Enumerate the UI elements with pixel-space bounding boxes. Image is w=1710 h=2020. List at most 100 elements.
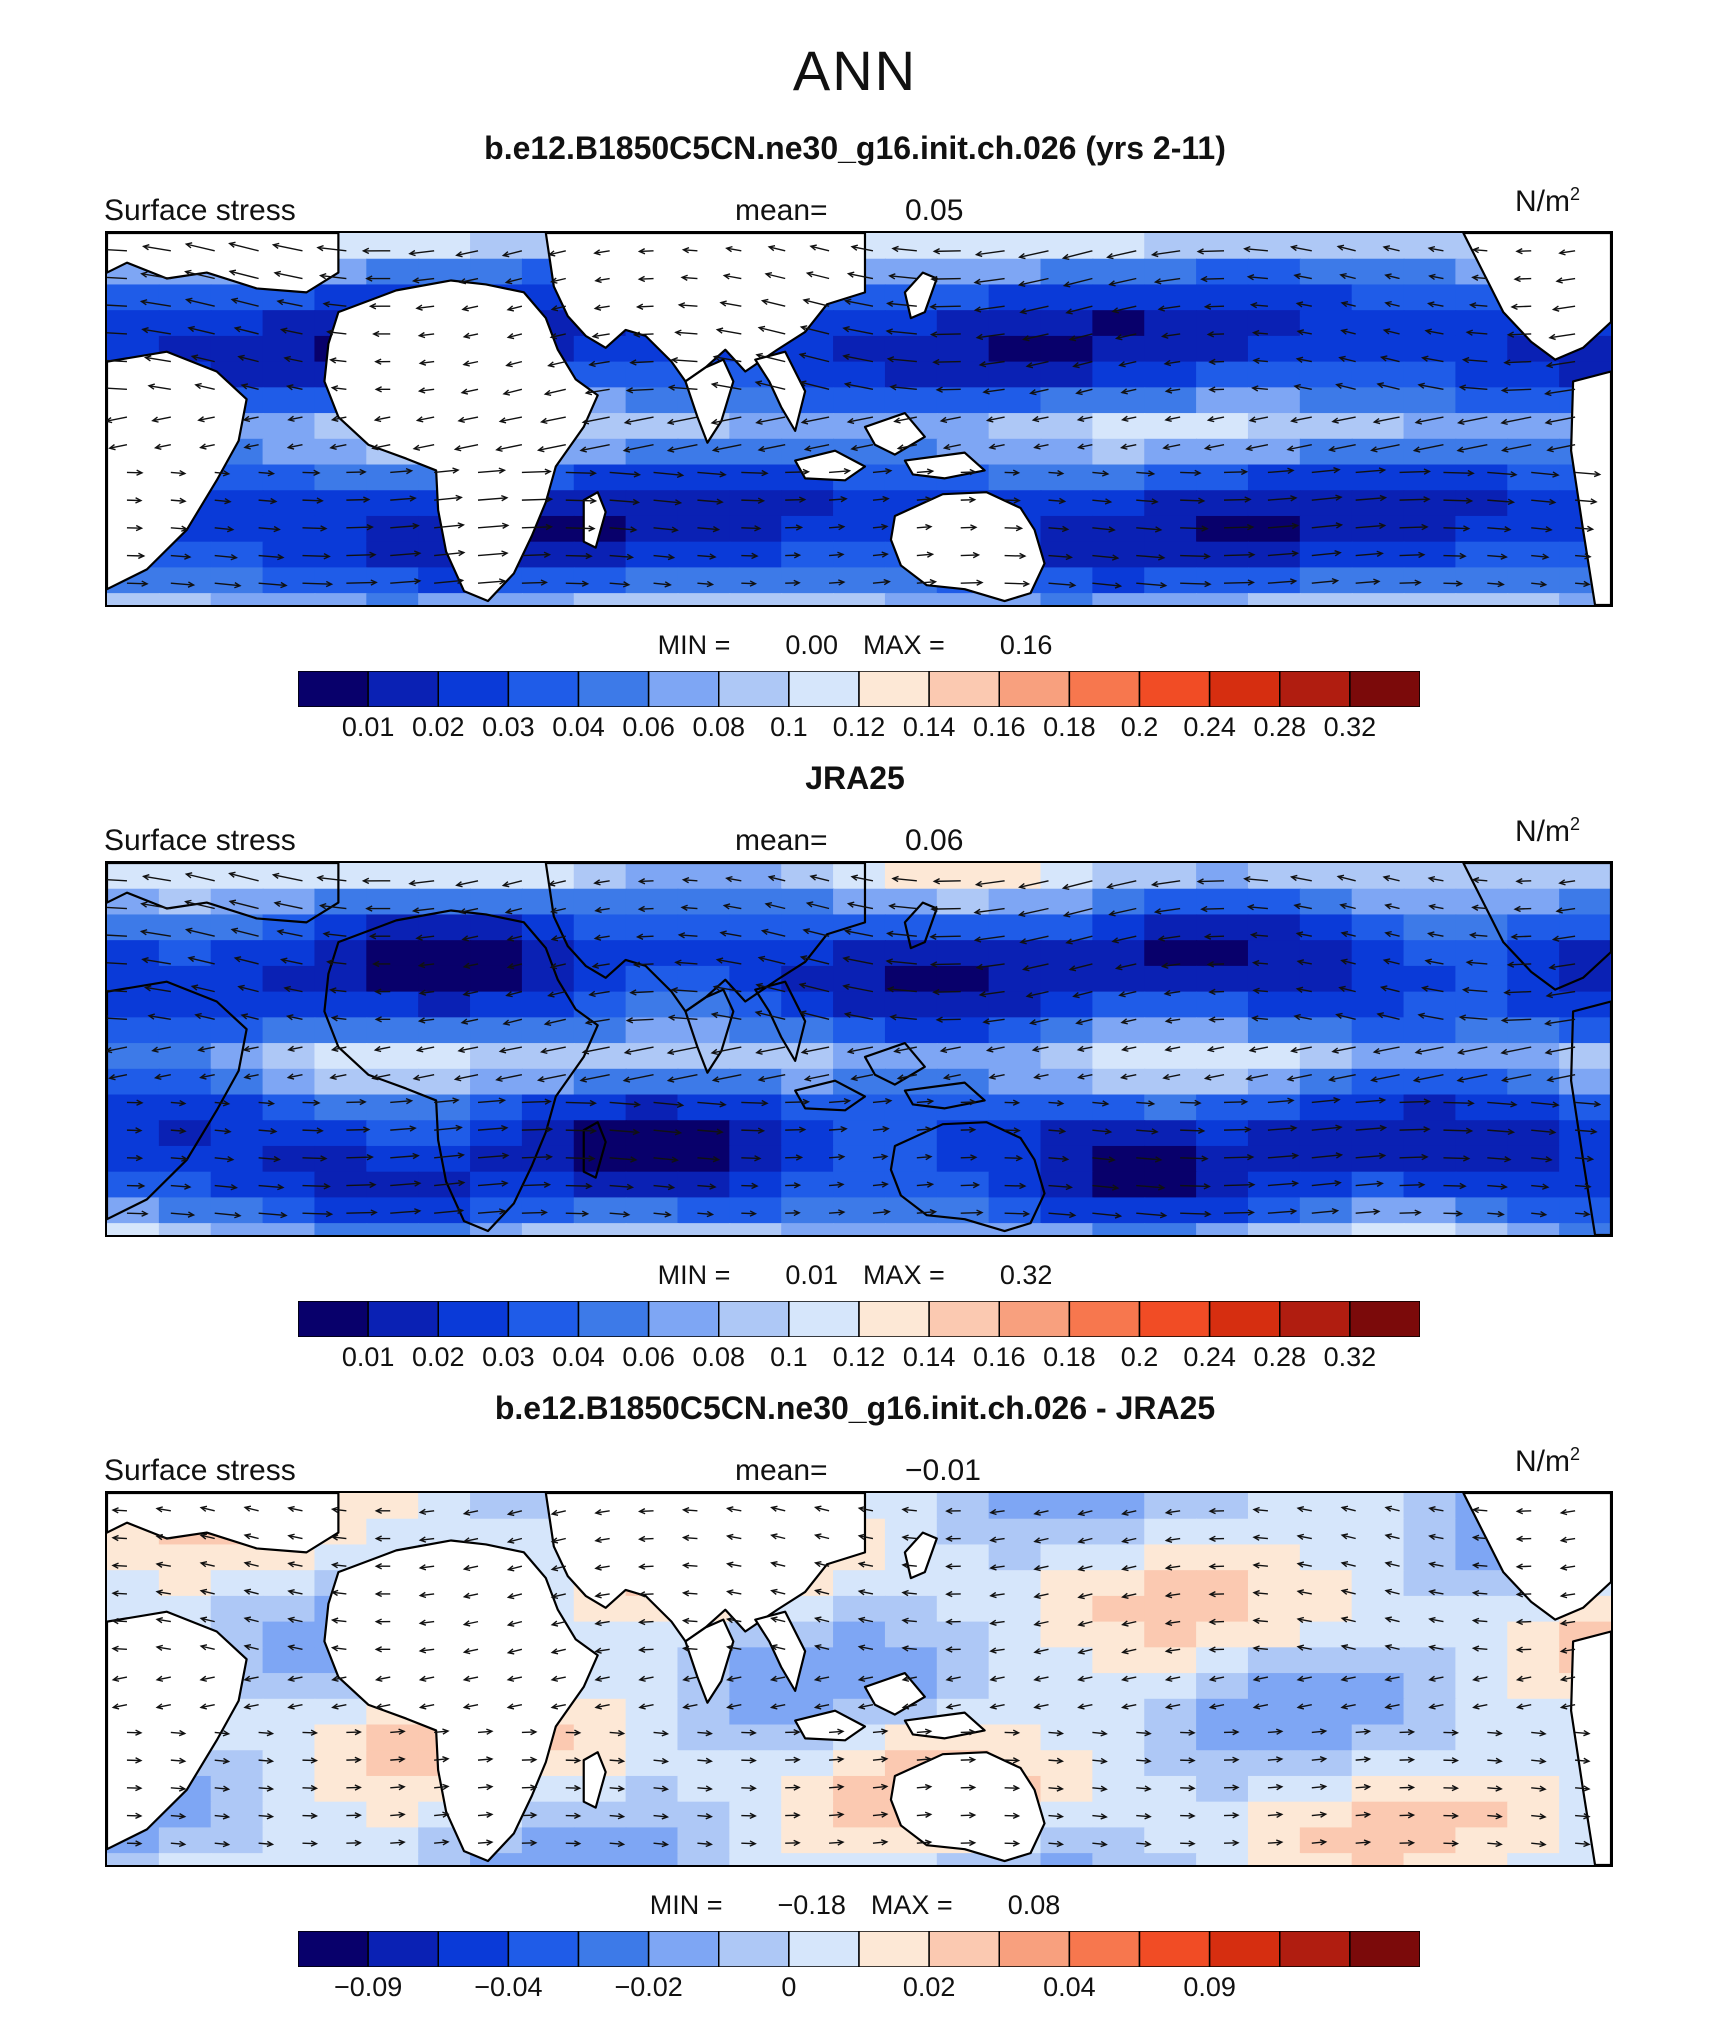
colorbar-swatch: [1069, 671, 1139, 707]
colorbar-tick-label: 0.28: [1253, 1342, 1306, 1373]
colorbar-tick-label: 0.14: [903, 712, 956, 743]
field-label: Surface stress: [104, 1454, 296, 1488]
mean-value: −0.01: [905, 1454, 981, 1488]
colorbar-swatch: [999, 1931, 1069, 1967]
mean-value: 0.06: [905, 824, 963, 858]
colorbar-tick-label: 0.02: [903, 1972, 956, 2003]
colorbar-tick-label: 0.04: [552, 1342, 605, 1373]
mean-label: mean=: [735, 1454, 828, 1488]
colorbar-swatch: [1210, 1931, 1280, 1967]
colorbar-swatch: [929, 1931, 999, 1967]
colorbar-swatch: [438, 1301, 508, 1337]
colorbar-swatch: [1140, 671, 1210, 707]
field-label: Surface stress: [104, 824, 296, 858]
colorbar-swatch: [1140, 1931, 1210, 1967]
colorbar-swatch: [929, 1301, 999, 1337]
colorbar-swatch: [1280, 1931, 1350, 1967]
panel-model: b.e12.B1850C5CN.ne30_g16.init.ch.026 (yr…: [0, 130, 1710, 760]
colorbar-tick-label: 0.01: [342, 712, 395, 743]
colorbar-swatch: [1350, 1301, 1420, 1337]
min-max-readout: MIN = −0.18 MAX = 0.08: [0, 1890, 1710, 1921]
colorbar-tick-label: 0.08: [692, 1342, 745, 1373]
colorbar-tick-label: 0.03: [482, 1342, 535, 1373]
colorbar-tick-label: 0.24: [1183, 712, 1236, 743]
colorbar-tick-label: 0.2: [1121, 712, 1159, 743]
colorbar-swatch: [508, 1301, 578, 1337]
colorbar-tick-label: 0.16: [973, 712, 1026, 743]
colorbar-swatch: [999, 671, 1069, 707]
colorbar-swatch: [1350, 671, 1420, 707]
max-value: 0.08: [1008, 1890, 1061, 1920]
colorbar-tick-label: 0.08: [692, 712, 745, 743]
colorbar: [298, 1301, 1420, 1337]
colorbar-swatch: [649, 1931, 719, 1967]
colorbar-swatch: [859, 1301, 929, 1337]
colorbar-swatch: [368, 671, 438, 707]
colorbar-tick-label: 0.18: [1043, 1342, 1096, 1373]
figure-title: ANN: [0, 38, 1710, 103]
colorbar-swatch: [579, 1301, 649, 1337]
units-label: N/m2: [1515, 184, 1580, 219]
panel-title: b.e12.B1850C5CN.ne30_g16.init.ch.026 (yr…: [0, 130, 1710, 167]
max-label: MAX =: [863, 1260, 945, 1290]
colorbar-swatch: [789, 1301, 859, 1337]
colorbar-tick-label: −0.02: [614, 1972, 682, 2003]
colorbar-swatch: [298, 671, 368, 707]
colorbar-swatch: [1280, 671, 1350, 707]
colorbar: [298, 671, 1420, 707]
colorbar-swatch: [298, 1301, 368, 1337]
colorbar-tick-label: 0: [781, 1972, 796, 2003]
colorbar-tick-label: 0.06: [622, 712, 675, 743]
panel-title: b.e12.B1850C5CN.ne30_g16.init.ch.026 - J…: [0, 1390, 1710, 1427]
panel-title: JRA25: [0, 760, 1710, 797]
field-label: Surface stress: [104, 194, 296, 228]
map-model: [105, 231, 1613, 607]
min-value: −0.18: [778, 1890, 846, 1920]
colorbar-tick-label: 0.2: [1121, 1342, 1159, 1373]
colorbar-swatch: [719, 1301, 789, 1337]
colorbar-tick-label: 0.09: [1183, 1972, 1236, 2003]
colorbar-swatch: [1069, 1931, 1139, 1967]
colorbar-swatch: [1350, 1931, 1420, 1967]
mean-label: mean=: [735, 824, 828, 858]
colorbar-tick-label: 0.32: [1324, 712, 1377, 743]
units-label: N/m2: [1515, 1444, 1580, 1479]
colorbar-swatch: [999, 1301, 1069, 1337]
colorbar-swatch: [649, 671, 719, 707]
units-label: N/m2: [1515, 814, 1580, 849]
colorbar-swatch: [859, 1931, 929, 1967]
colorbar-swatch: [368, 1931, 438, 1967]
min-label: MIN =: [658, 1260, 731, 1290]
map-diff: [105, 1491, 1613, 1867]
colorbar-tick-label: −0.09: [334, 1972, 402, 2003]
colorbar-swatch: [719, 1931, 789, 1967]
map-obs: [105, 861, 1613, 1237]
max-label: MAX =: [863, 630, 945, 660]
colorbar-swatch: [1210, 1301, 1280, 1337]
colorbar-swatch: [1069, 1301, 1139, 1337]
colorbar-swatch: [368, 1301, 438, 1337]
colorbar-tick-label: 0.02: [412, 1342, 465, 1373]
colorbar-tick-label: 0.04: [552, 712, 605, 743]
colorbar-swatch: [859, 671, 929, 707]
mean-label: mean=: [735, 194, 828, 228]
colorbar-tick-label: −0.04: [474, 1972, 542, 2003]
colorbar: [298, 1931, 1420, 1967]
min-label: MIN =: [650, 1890, 723, 1920]
min-max-readout: MIN = 0.01 MAX = 0.32: [0, 1260, 1710, 1291]
colorbar-tick-label: 0.1: [770, 1342, 808, 1373]
colorbar-swatch: [508, 671, 578, 707]
max-value: 0.32: [1000, 1260, 1053, 1290]
colorbar-swatch: [579, 1931, 649, 1967]
colorbar-swatch: [719, 671, 789, 707]
panel-obs: JRA25 Surface stress mean= 0.06 N/m2 MIN…: [0, 760, 1710, 1390]
colorbar-tick-label: 0.06: [622, 1342, 675, 1373]
colorbar-swatch: [508, 1931, 578, 1967]
min-label: MIN =: [658, 630, 731, 660]
colorbar-tick-label: 0.28: [1253, 712, 1306, 743]
colorbar-tick-label: 0.14: [903, 1342, 956, 1373]
colorbar-tick-label: 0.01: [342, 1342, 395, 1373]
colorbar-tick-label: 0.03: [482, 712, 535, 743]
